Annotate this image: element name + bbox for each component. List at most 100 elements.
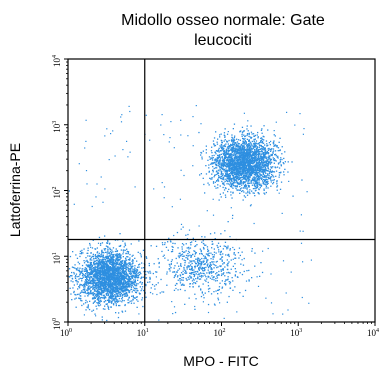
data-point-pop-0	[84, 281, 86, 283]
data-point-pop-0	[88, 308, 91, 311]
data-point-pop-1	[226, 140, 228, 142]
data-point-pop-1	[261, 167, 263, 169]
data-point-pop-0	[122, 251, 125, 253]
data-point-pop-0	[89, 258, 91, 260]
data-point-pop-1	[236, 144, 238, 146]
data-point-pop-1	[234, 159, 236, 161]
data-point-pop-0	[103, 248, 105, 250]
data-point-pop-0	[82, 268, 84, 270]
data-point-pop-0	[109, 268, 111, 270]
data-point-pop-1	[217, 179, 219, 181]
data-point-pop-1	[238, 156, 240, 158]
data-point-pop-1	[250, 154, 253, 157]
data-point-pop-0	[96, 291, 98, 293]
data-point-pop-0	[87, 305, 89, 307]
data-point-pop-0	[133, 272, 135, 275]
data-point-pop-0	[88, 288, 90, 290]
data-point-pop-1	[221, 158, 224, 160]
data-point-pop-0	[89, 292, 91, 294]
data-point-pop-0	[109, 254, 111, 256]
data-point-pop-1	[277, 150, 279, 152]
data-point-pop-1	[269, 155, 271, 157]
data-point-pop-0	[79, 292, 82, 294]
data-point-pop-1	[239, 164, 241, 166]
data-point-pop-0	[131, 260, 133, 262]
data-point-pop-1	[217, 161, 220, 163]
data-point-pop-0	[97, 288, 99, 290]
data-point-pop-1	[262, 162, 264, 165]
data-point-pop-0	[110, 295, 112, 297]
data-point-pop-1	[244, 158, 246, 160]
data-point-pop-0	[103, 252, 105, 254]
data-point-pop-1	[243, 176, 245, 178]
data-point-pop-0	[119, 287, 121, 289]
data-point-pop-1	[240, 160, 242, 162]
data-point-pop-0	[121, 299, 124, 301]
data-point-pop-0	[107, 241, 109, 243]
data-point-pop-1	[251, 171, 253, 174]
data-point-pop-0	[78, 297, 80, 299]
data-point-pop-0	[111, 287, 113, 289]
data-point-pop-0	[121, 268, 124, 270]
data-point-pop-1	[265, 161, 268, 163]
data-point-pop-0	[105, 273, 107, 275]
data-point-pop-0	[112, 251, 114, 253]
data-point-pop-0	[113, 277, 115, 280]
data-point-pop-1	[213, 162, 215, 165]
data-point-pop-0	[108, 252, 110, 255]
data-point-pop-0	[100, 283, 102, 285]
data-point-pop-0	[84, 274, 86, 276]
data-point-pop-0	[116, 280, 118, 282]
data-point-pop-0	[87, 282, 89, 284]
data-point-pop-1	[220, 177, 222, 180]
data-point-pop-1	[230, 160, 233, 162]
data-point-pop-1	[225, 143, 227, 145]
data-point-pop-1	[222, 147, 224, 149]
data-point-pop-0	[109, 294, 112, 296]
data-point-pop-0	[94, 294, 97, 296]
data-point-pop-0	[122, 278, 124, 280]
data-point-pop-0	[131, 295, 133, 297]
data-point-pop-1	[279, 137, 281, 139]
data-point-pop-1	[235, 160, 238, 162]
data-point-pop-1	[248, 132, 250, 134]
data-point-pop-1	[205, 173, 208, 175]
data-point-pop-0	[117, 253, 120, 255]
data-point-pop-1	[210, 178, 212, 180]
data-point-pop-0	[125, 295, 127, 297]
data-point-pop-0	[113, 289, 115, 291]
data-point-pop-1	[217, 180, 220, 182]
data-point-pop-0	[132, 276, 134, 279]
data-point-pop-0	[110, 291, 112, 294]
data-point-pop-0	[124, 257, 127, 259]
data-point-pop-0	[124, 244, 127, 247]
data-point-pop-0	[111, 261, 113, 263]
data-point-pop-1	[265, 184, 267, 186]
data-point-pop-1	[226, 175, 229, 178]
data-point-pop-0	[120, 244, 122, 247]
data-point-pop-0	[130, 281, 132, 283]
data-point-pop-0	[85, 299, 87, 302]
data-point-pop-1	[227, 169, 229, 171]
data-point-pop-1	[247, 176, 249, 178]
data-point-pop-1	[214, 144, 217, 147]
data-point-pop-0	[104, 235, 106, 237]
data-point-pop-0	[86, 282, 88, 284]
data-point-pop-1	[248, 178, 250, 180]
data-point-pop-0	[103, 260, 105, 263]
data-point-pop-0	[132, 295, 134, 297]
data-point-pop-0	[97, 266, 99, 268]
data-point-pop-0	[149, 270, 151, 272]
data-point-pop-0	[113, 269, 116, 271]
data-point-pop-0	[76, 293, 79, 296]
data-point-pop-0	[75, 280, 77, 282]
data-point-pop-1	[258, 161, 260, 163]
data-point-pop-0	[110, 285, 112, 287]
data-point-pop-1	[245, 167, 248, 169]
data-point-pop-0	[117, 266, 119, 268]
data-point-pop-1	[239, 192, 241, 194]
data-point-pop-0	[128, 297, 130, 299]
data-point-pop-0	[96, 286, 99, 288]
data-point-pop-0	[94, 270, 96, 273]
data-point-pop-1	[228, 173, 231, 175]
